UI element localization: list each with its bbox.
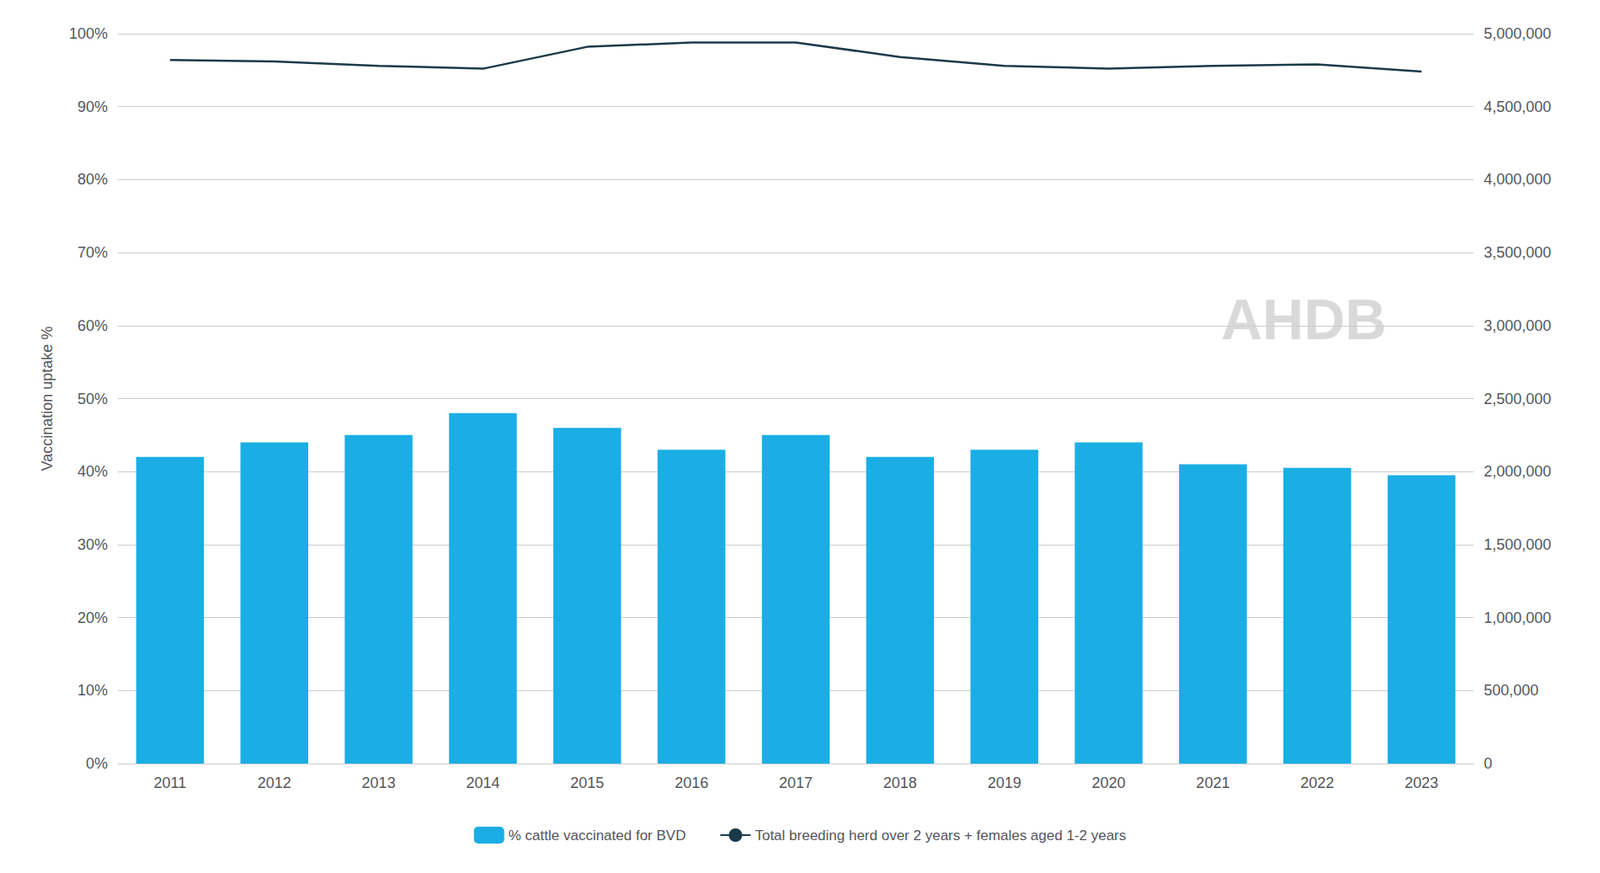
svg-text:500,000: 500,000 — [1483, 682, 1539, 699]
svg-text:2,500,000: 2,500,000 — [1483, 390, 1552, 408]
svg-text:Total breeding herd over 2 yea: Total breeding herd over 2 years + femal… — [754, 827, 1126, 844]
svg-text:20%: 20% — [77, 609, 108, 627]
svg-text:Vaccination uptake %: Vaccination uptake % — [38, 326, 56, 472]
svg-text:90%: 90% — [77, 98, 108, 116]
svg-text:2020: 2020 — [1092, 774, 1126, 792]
svg-text:70%: 70% — [77, 244, 108, 262]
svg-text:10%: 10% — [77, 682, 108, 699]
svg-text:2022: 2022 — [1300, 774, 1334, 792]
svg-text:2011: 2011 — [154, 774, 187, 792]
svg-text:2021: 2021 — [1195, 774, 1230, 792]
svg-text:40%: 40% — [77, 463, 108, 480]
svg-text:2017: 2017 — [778, 774, 813, 792]
svg-text:0: 0 — [1483, 755, 1493, 773]
svg-text:2,000,000: 2,000,000 — [1483, 463, 1552, 480]
svg-text:% cattle vaccinated for BVD: % cattle vaccinated for BVD — [508, 827, 687, 844]
svg-text:2016: 2016 — [674, 774, 709, 792]
svg-text:50%: 50% — [77, 390, 108, 408]
svg-text:2023: 2023 — [1404, 774, 1439, 792]
svg-text:3,000,000: 3,000,000 — [1483, 317, 1552, 335]
svg-text:60%: 60% — [77, 317, 108, 335]
svg-text:30%: 30% — [77, 536, 108, 554]
svg-text:100%: 100% — [69, 25, 108, 43]
svg-text:3,500,000: 3,500,000 — [1483, 244, 1552, 262]
svg-text:2015: 2015 — [570, 774, 604, 792]
svg-text:5,000,000: 5,000,000 — [1483, 25, 1552, 43]
svg-text:AHDB: AHDB — [1221, 287, 1387, 352]
svg-text:2014: 2014 — [465, 774, 500, 792]
svg-text:2018: 2018 — [883, 774, 918, 792]
svg-text:4,000,000: 4,000,000 — [1483, 170, 1552, 188]
svg-text:80%: 80% — [77, 170, 108, 188]
svg-text:2013: 2013 — [362, 774, 396, 792]
svg-text:2019: 2019 — [987, 774, 1022, 792]
svg-text:2012: 2012 — [257, 774, 292, 792]
svg-text:1,000,000: 1,000,000 — [1483, 609, 1552, 627]
svg-text:0%: 0% — [85, 755, 108, 773]
svg-text:4,500,000: 4,500,000 — [1483, 98, 1552, 116]
svg-text:1,500,000: 1,500,000 — [1483, 536, 1552, 554]
